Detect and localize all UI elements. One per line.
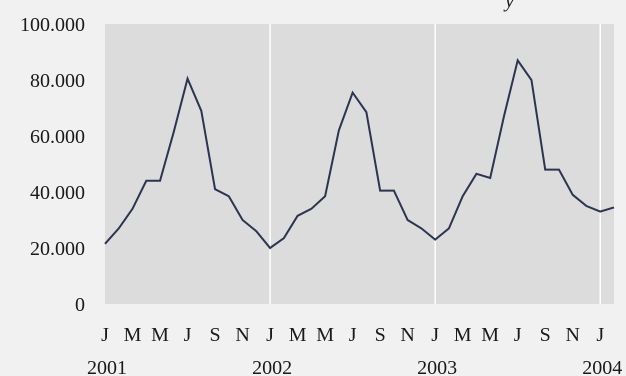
plot-area [105,24,614,304]
x-year-label: 2002 [252,357,292,376]
chart-title-text: y [505,0,514,12]
y-tick-label: 80.000 [30,70,85,92]
x-month-label: S [209,324,220,346]
x-month-label: J [101,324,109,346]
x-month-label: S [540,324,551,346]
x-month-label: J [431,324,439,346]
y-tick-label: 20.000 [30,238,85,260]
x-year-label: 2001 [87,357,127,376]
x-month-label: M [289,324,307,346]
x-month-label: J [266,324,274,346]
y-tick-label: 100.000 [20,14,85,36]
x-month-label: M [454,324,472,346]
x-month-label: N [566,324,580,346]
x-month-label: M [316,324,334,346]
x-month-label: M [151,324,169,346]
x-month-label: M [481,324,499,346]
x-month-label: J [184,324,192,346]
x-month-label: S [375,324,386,346]
x-month-label: J [514,324,522,346]
x-month-label: J [349,324,357,346]
y-tick-label: 40.000 [30,182,85,204]
y-tick-label: 0 [75,294,85,316]
x-month-label: N [235,324,249,346]
x-month-label: N [400,324,414,346]
x-month-label: M [124,324,142,346]
x-year-label: 2004 [582,357,622,376]
series-line [104,58,615,250]
x-month-label: J [596,324,604,346]
x-year-label: 2003 [417,357,457,376]
y-tick-label: 60.000 [30,126,85,148]
